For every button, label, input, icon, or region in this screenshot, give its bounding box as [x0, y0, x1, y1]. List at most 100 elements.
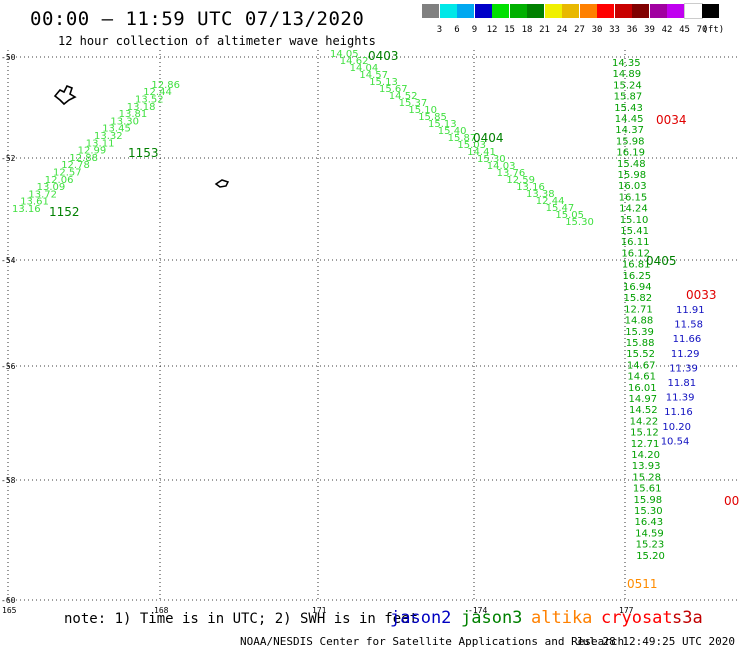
legend-label: 30: [591, 25, 603, 35]
swh-value: 15.12: [630, 428, 659, 439]
pass-time-label: 00: [724, 494, 739, 508]
swh-value: 15.10: [620, 215, 649, 226]
legend-swatch: [509, 4, 527, 18]
satellite-name-jason3: jason3: [461, 608, 523, 628]
swh-value: 15.10: [408, 105, 437, 116]
legend-label: 39: [644, 25, 655, 35]
legend-label: 21: [539, 25, 550, 35]
legend-swatch: [457, 4, 474, 18]
swh-value: 15.23: [636, 540, 665, 551]
legend-label: 12: [486, 25, 498, 35]
swh-value: 14.24: [619, 204, 648, 215]
pass-time-label: 1153: [128, 146, 159, 160]
swh-value: 14.62: [340, 56, 369, 67]
track-0034: 14.3514.8915.2415.8715.4314.4514.3715.98…: [612, 58, 665, 562]
swh-value: 10.20: [662, 422, 691, 433]
swh-value: 14.61: [627, 372, 656, 383]
track-1153: 13.1613.6113.7213.0912.0612.5712.7812.88…: [12, 80, 180, 215]
legend-swatch: [597, 4, 614, 18]
lat-label: -58: [1, 476, 16, 485]
swh-value: 11.81: [668, 378, 697, 389]
swh-value: 15.40: [438, 126, 467, 137]
lon-label: 177: [619, 606, 634, 615]
swh-value: 13.93: [632, 461, 661, 472]
swh-value: 16.81: [622, 260, 651, 271]
swh-value: 14.88: [625, 316, 654, 327]
swh-value: 15.98: [618, 170, 647, 181]
legend-label: 3: [436, 25, 443, 35]
swh-value: 12.99: [78, 146, 107, 157]
swh-value: 16.12: [621, 248, 650, 259]
legend-label: 6: [454, 25, 460, 35]
swh-value: 16.11: [621, 237, 650, 248]
legend-label: 45: [679, 25, 690, 35]
swh-value: 16.94: [623, 282, 652, 293]
swh-value: 14.37: [615, 125, 644, 136]
pass-time-label: 0403: [368, 49, 399, 63]
pass-time-label: 0404: [473, 131, 504, 145]
swh-value: 16.03: [618, 181, 647, 192]
swh-value: 13.16: [12, 204, 41, 215]
legend-swatch: [527, 4, 544, 18]
pass-time-label: 0405: [646, 254, 677, 268]
swh-value: 16.43: [635, 517, 664, 528]
pass-time-label: 0034: [656, 113, 687, 127]
pass-time-label: 0511: [627, 577, 658, 591]
legend-label: 24: [556, 25, 568, 35]
legend-label: 15: [504, 25, 515, 35]
legend-swatch: [667, 4, 684, 18]
swh-value: 15.24: [613, 80, 642, 91]
islands: [53, 84, 230, 188]
swh-value: 13.45: [102, 124, 131, 135]
satellite-name-cryosat: cryosat: [601, 608, 673, 628]
swh-value: 14.89: [613, 69, 642, 80]
swh-value: 11.66: [673, 334, 702, 345]
swh-value: 16.15: [619, 192, 648, 203]
legend-swatch: [474, 4, 492, 18]
swh-value: 11.39: [666, 393, 695, 404]
swh-value: 12.06: [45, 175, 74, 186]
swh-value: 12.78: [61, 160, 90, 171]
lat-label: -50: [1, 53, 16, 62]
track-jason2: 11.91 11.58 11.66 11.29 11.39 11.81 11.39 11.16…: [661, 305, 705, 447]
swh-value: 14.52: [629, 405, 658, 416]
swh-value: 15.98: [634, 495, 663, 506]
legend-label: 70: [696, 25, 708, 35]
lat-label: -60: [1, 596, 16, 605]
swh-value: 15.03: [457, 140, 486, 151]
lon-label: 171: [312, 606, 327, 615]
satellite-tracks: 13.1613.6113.7213.0912.0612.5712.7812.88…: [12, 49, 705, 562]
swh-value: 15.28: [632, 472, 661, 483]
swh-value: 15.41: [620, 226, 649, 237]
swh-value: 12.86: [151, 80, 180, 91]
swh-value: 14.41: [467, 147, 496, 158]
legend-swatch: [579, 4, 597, 18]
swh-value: 13.72: [28, 189, 57, 200]
swh-value: 15.39: [625, 327, 654, 338]
lat-label: -52: [1, 154, 16, 163]
swh-value: 11.91: [676, 305, 705, 316]
swh-value: 14.59: [635, 528, 664, 539]
swh-value: 15.87: [448, 133, 477, 144]
lon-label: -174: [468, 606, 487, 615]
satellite-name-jason2: jason2: [390, 608, 452, 628]
swh-value: 10.54: [661, 436, 690, 447]
swh-value: 15.13: [369, 77, 398, 88]
swh-value: 13.11: [86, 138, 115, 149]
swh-value: 15.13: [428, 119, 457, 130]
swh-value: 14.45: [615, 114, 644, 125]
swh-value: 13.09: [37, 182, 66, 193]
swh-value: 14.97: [629, 394, 658, 405]
swh-value: 15.37: [399, 98, 428, 109]
swh-value: 12.71: [631, 439, 660, 450]
swh-value: 11.58: [674, 320, 703, 331]
swh-value: 15.82: [624, 293, 653, 304]
swh-value: 13.52: [135, 95, 164, 106]
swh-value: 15.05: [555, 210, 584, 221]
swh-value: 14.67: [627, 360, 656, 371]
swh-value: 13.81: [119, 109, 148, 120]
legend-label: 18: [521, 25, 533, 35]
swh-value: 13.61: [20, 197, 49, 208]
swh-value: 12.44: [143, 87, 172, 98]
